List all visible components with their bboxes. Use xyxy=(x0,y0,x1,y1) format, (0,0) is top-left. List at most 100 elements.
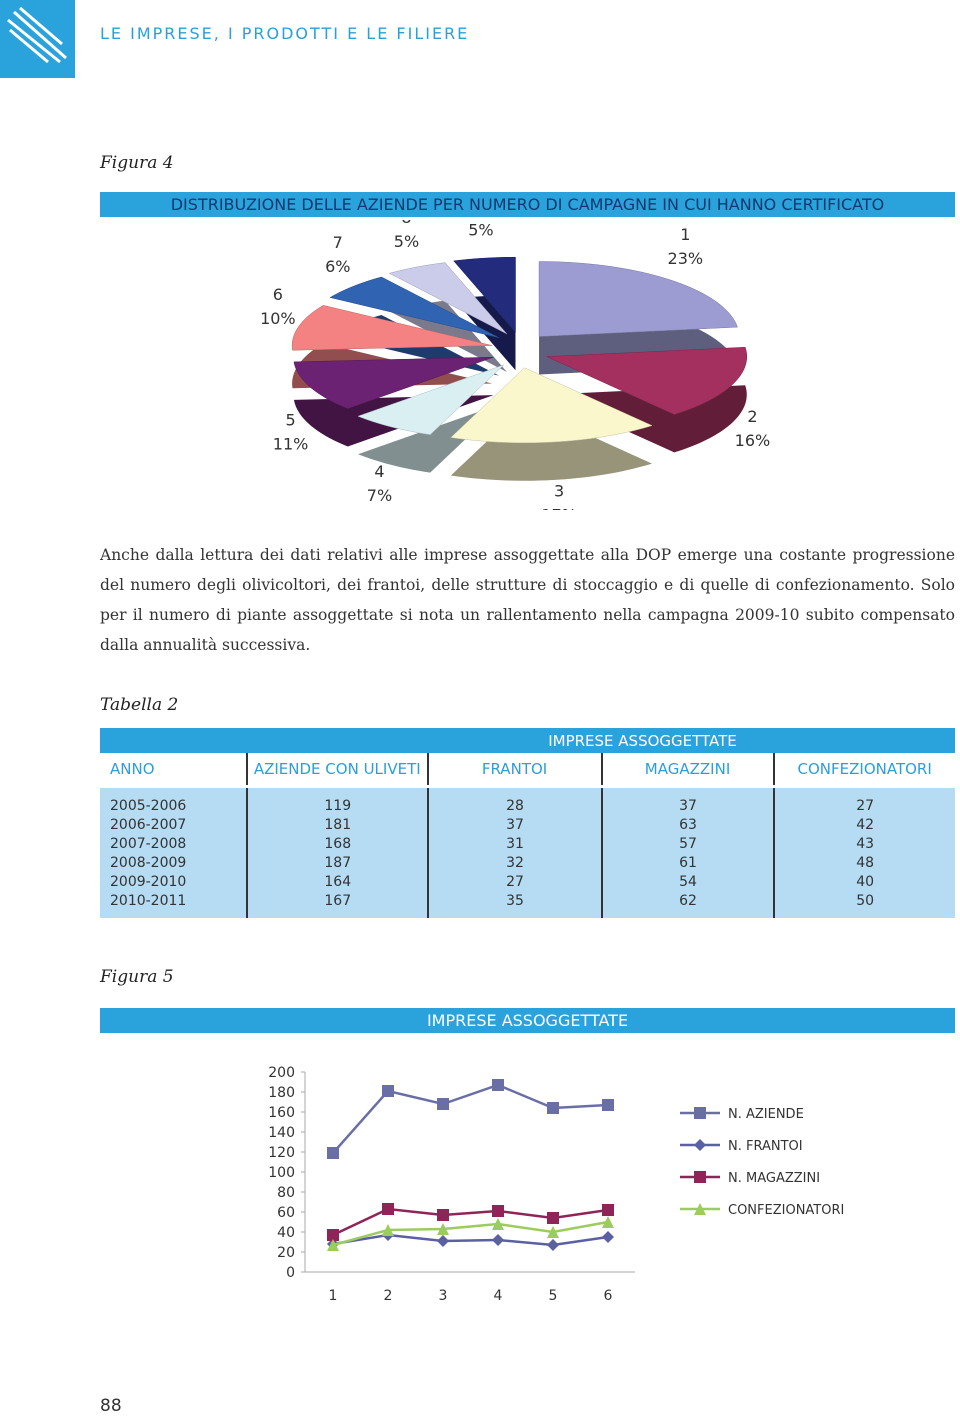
table-cell: 57 xyxy=(600,834,775,853)
y-tick-label: 0 xyxy=(286,1265,295,1281)
point xyxy=(437,1209,449,1221)
pie-slice xyxy=(388,262,508,335)
pie-category-label: 2 xyxy=(747,407,757,426)
chart-title: IMPRESE ASSOGGETTATE xyxy=(100,1008,955,1033)
table-cell: 61 xyxy=(600,853,775,872)
table-cell: 31 xyxy=(427,834,602,853)
table-title: IMPRESE ASSOGGETTATE xyxy=(100,728,955,753)
y-tick-label: 140 xyxy=(268,1125,295,1141)
pie-category-label: 6 xyxy=(273,285,283,304)
x-tick-label: 4 xyxy=(494,1288,503,1304)
pie-chart: 123%216%317%47%511%610%76%85%95% xyxy=(260,220,771,510)
table-cell: 48 xyxy=(773,853,955,872)
pie-value-label: 5% xyxy=(468,220,493,239)
point xyxy=(437,1235,449,1247)
chart-title-text: DISTRIBUZIONE DELLE AZIENDE PER NUMERO D… xyxy=(170,195,885,214)
y-tick-label: 20 xyxy=(277,1245,295,1261)
logo-mark xyxy=(7,6,67,64)
table-cell: 28 xyxy=(427,785,602,815)
table-header-row: ANNO AZIENDE CON ULIVETI FRANTOI MAGAZZINI C… xyxy=(100,753,955,787)
pie-category-label: 3 xyxy=(554,482,564,501)
table: IMPRESE ASSOGGETTATE ANNO AZIENDE CON ULIV… xyxy=(100,728,955,918)
pie-category-label: 8 xyxy=(401,220,411,227)
pie-category-label: 1 xyxy=(680,225,690,244)
table-cell: 164 xyxy=(246,872,429,891)
y-tick-label: 180 xyxy=(268,1085,295,1101)
table-cell: 168 xyxy=(246,834,429,853)
table-cell: 37 xyxy=(427,815,602,834)
legend-label: N. FRANTOI xyxy=(728,1139,803,1154)
y-tick-label: 60 xyxy=(277,1205,295,1221)
column-header: CONFEZIONATORI xyxy=(773,753,955,787)
point xyxy=(547,1212,559,1224)
point xyxy=(602,1099,614,1111)
point xyxy=(602,1231,614,1243)
table-cell: 40 xyxy=(773,872,955,891)
table-label: Tabella 2 xyxy=(100,695,179,715)
y-tick-label: 160 xyxy=(268,1105,295,1121)
y-tick-label: 40 xyxy=(277,1225,295,1241)
table-cell: 63 xyxy=(600,815,775,834)
x-tick-label: 6 xyxy=(604,1288,613,1304)
table-cell: 32 xyxy=(427,853,602,872)
table-cell: 181 xyxy=(246,815,429,834)
pie-slice xyxy=(453,256,516,333)
table-row: 2006-2007 181 37 63 42 xyxy=(100,815,955,834)
pie-value-label: 10% xyxy=(260,309,296,328)
table-cell: 54 xyxy=(600,872,775,891)
series-line xyxy=(332,1083,609,1154)
point xyxy=(602,1204,614,1216)
series-line xyxy=(332,1207,609,1237)
point xyxy=(547,1102,559,1114)
table-cell: 2010-2011 xyxy=(100,891,248,918)
legend-label: N. MAGAZZINI xyxy=(728,1171,820,1186)
table-cell: 27 xyxy=(773,785,955,815)
pie-value-label: 11% xyxy=(273,435,309,454)
pie-slice xyxy=(450,367,653,444)
y-tick-label: 120 xyxy=(268,1145,295,1161)
table-cell: 27 xyxy=(427,872,602,891)
legend-marker xyxy=(694,1171,706,1183)
table-cell: 50 xyxy=(773,891,955,918)
column-header: MAGAZZINI xyxy=(600,753,775,787)
series-line xyxy=(332,1220,609,1247)
pie-category-label: 4 xyxy=(374,462,384,481)
header-title: LE IMPRESE, I PRODOTTI E LE FILIERE xyxy=(100,24,470,43)
line-chart: 0 20 40 60 80 100 120 140 160 180 200 1 2 3 4 5 6 N. AZIE… xyxy=(268,1065,844,1304)
legend-marker xyxy=(694,1139,706,1151)
table-row: 2005-2006 119 28 37 27 xyxy=(100,785,955,815)
pie-value-label: 17% xyxy=(541,506,577,510)
x-tick-label: 2 xyxy=(384,1288,393,1304)
table-cell: 187 xyxy=(246,853,429,872)
pie-value-label: 5% xyxy=(394,232,419,251)
table-cell: 2006-2007 xyxy=(100,815,248,834)
legend-marker xyxy=(694,1203,706,1215)
point xyxy=(492,1079,504,1091)
pie-value-label: 16% xyxy=(735,431,771,450)
legend-label: CONFEZIONATORI xyxy=(728,1203,844,1218)
point xyxy=(382,1224,394,1236)
column-header: AZIENDE CON ULIVETI xyxy=(246,753,429,787)
figure-label: Figura 4 xyxy=(100,153,174,173)
point xyxy=(547,1226,559,1238)
table-cell: 2005-2006 xyxy=(100,785,248,815)
pie-slice xyxy=(329,276,500,338)
chart-title: DISTRIBUZIONE DELLE AZIENDE PER NUMERO D… xyxy=(100,192,955,217)
table-cell: 62 xyxy=(600,891,775,918)
table-cell: 167 xyxy=(246,891,429,918)
point xyxy=(327,1229,339,1241)
point xyxy=(437,1223,449,1235)
table-cell: 2009-2010 xyxy=(100,872,248,891)
pie-category-label: 7 xyxy=(333,233,343,252)
series-line xyxy=(332,1233,609,1247)
pie-value-label: 23% xyxy=(668,249,704,268)
y-tick-label: 80 xyxy=(277,1185,295,1201)
paragraph: Anche dalla lettura dei dati relativi al… xyxy=(100,546,955,654)
figure-label: Figura 5 xyxy=(100,967,174,987)
pie-slice xyxy=(546,346,748,415)
table-cell: 35 xyxy=(427,891,602,918)
table-cell: 119 xyxy=(246,785,429,815)
pie-slice xyxy=(293,356,494,409)
